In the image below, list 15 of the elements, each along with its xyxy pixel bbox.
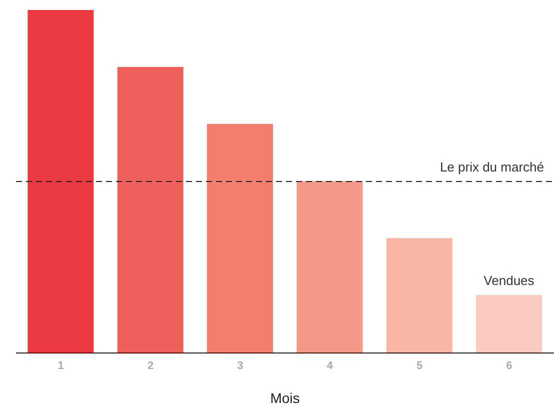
x-axis-title: Mois	[270, 390, 300, 406]
bar	[206, 124, 273, 353]
x-tick-label: 6	[506, 360, 512, 372]
annotation: Vendues	[484, 273, 535, 288]
bar	[476, 295, 542, 353]
x-tick-label: 3	[237, 360, 244, 372]
x-tick-label: 1	[58, 360, 64, 372]
bar	[28, 10, 94, 353]
ref-line-label: Le prix du marché	[440, 160, 544, 174]
bar	[296, 181, 363, 353]
bar	[117, 66, 184, 353]
x-tick-label: 2	[147, 360, 154, 372]
x-tick-label: 4	[326, 360, 334, 372]
bar	[386, 238, 452, 353]
x-tick-label: 5	[416, 360, 423, 372]
